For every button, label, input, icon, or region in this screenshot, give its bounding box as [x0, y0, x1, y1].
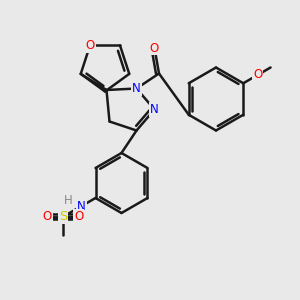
Text: O: O	[74, 210, 83, 223]
Text: N: N	[77, 200, 86, 214]
Text: S: S	[59, 210, 67, 223]
Text: N: N	[150, 103, 159, 116]
Text: O: O	[85, 39, 94, 52]
Text: O: O	[150, 41, 159, 55]
Text: N: N	[132, 82, 141, 95]
Text: O: O	[253, 68, 262, 82]
Text: H: H	[64, 194, 73, 207]
Text: O: O	[43, 210, 52, 223]
